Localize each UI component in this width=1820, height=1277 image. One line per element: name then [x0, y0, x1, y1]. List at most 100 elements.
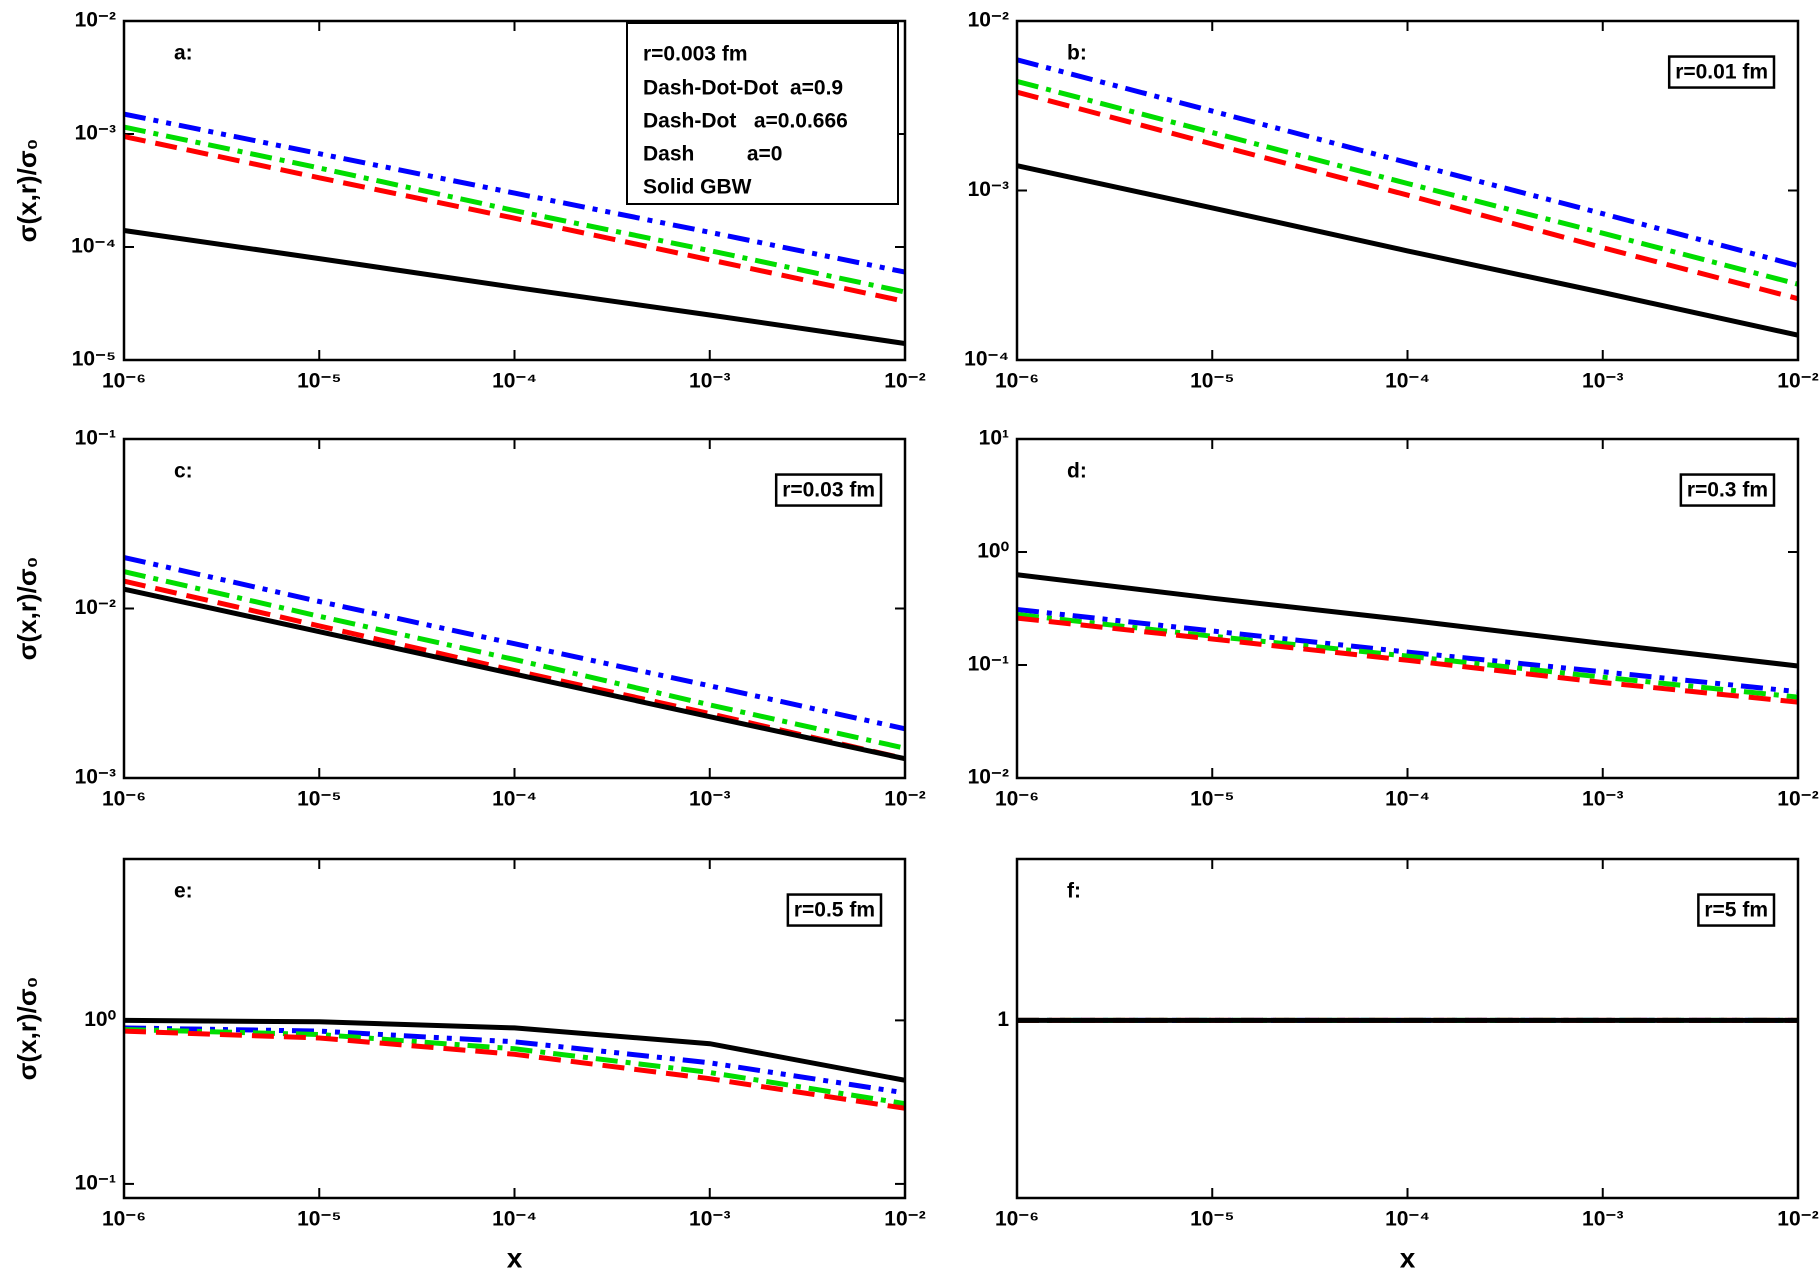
x-tick-label: 10⁻⁶	[102, 788, 146, 811]
y-axis-label: σ(x,r)/σ₀	[12, 557, 42, 661]
series-line	[1017, 89, 1798, 302]
y-axis-label: σ(x,r)/σ₀	[12, 139, 42, 243]
y-tick-label: 10⁻²	[968, 766, 1009, 789]
y-tick-label: 10⁻³	[968, 178, 1009, 201]
x-tick-label: 10⁻³	[689, 370, 730, 393]
series-line	[124, 1027, 905, 1107]
series-group	[124, 111, 905, 346]
legend-entry: Dash-Dot-Dot a=0.9	[643, 77, 843, 100]
series-group	[124, 1017, 905, 1111]
x-tick-label: 10⁻³	[1582, 788, 1623, 811]
series-line	[1017, 78, 1798, 287]
panel-title: b:	[1067, 42, 1087, 65]
series-line	[1017, 615, 1798, 705]
annotation: r=0.5 fm	[794, 899, 875, 922]
x-tick-label: 10⁻⁵	[1190, 788, 1234, 811]
y-tick-label: 10⁻¹	[75, 1171, 116, 1194]
x-tick-label: 10⁻⁶	[102, 1208, 146, 1231]
annotation-box	[1667, 55, 1776, 89]
series-group	[1017, 57, 1798, 338]
annotation-box	[786, 893, 883, 927]
y-tick-label: 10¹	[979, 427, 1009, 450]
x-tick-label: 10⁻⁶	[995, 370, 1039, 393]
series-line	[124, 586, 905, 762]
legend-box	[626, 22, 899, 205]
series-group	[124, 555, 905, 762]
series-line	[1017, 572, 1798, 669]
x-tick-label: 10⁻⁴	[1385, 370, 1430, 393]
series-line	[124, 1017, 905, 1083]
y-tick-label: 10⁻⁵	[72, 348, 116, 371]
series-line	[124, 1025, 905, 1096]
y-tick-label: 10⁻²	[75, 9, 116, 32]
series-line	[124, 124, 905, 295]
legend-entry: Dash a=0	[643, 143, 782, 166]
y-tick-label: 10⁻⁴	[71, 235, 116, 258]
y-tick-label: 10⁻³	[75, 122, 116, 145]
series-line	[1017, 612, 1798, 700]
annotation: r=0.01 fm	[1675, 61, 1768, 84]
annotation: r=5 fm	[1704, 899, 1768, 922]
x-tick-label: 10⁻⁵	[1190, 370, 1234, 393]
x-tick-label: 10⁻⁵	[1190, 1208, 1234, 1231]
plot-frame	[122, 437, 907, 780]
panel-title: d:	[1067, 460, 1087, 483]
series-line	[1017, 163, 1798, 338]
x-tick-label: 10⁻⁴	[1385, 1208, 1430, 1231]
y-tick-label: 10⁰	[977, 540, 1009, 563]
x-tick-label: 10⁻³	[689, 1208, 730, 1231]
y-tick-label: 10⁻³	[75, 766, 116, 789]
x-tick-label: 10⁻⁶	[102, 370, 146, 393]
series-line	[124, 134, 905, 304]
annotation-box	[1679, 473, 1776, 507]
y-axis-label: σ(x,r)/σ₀	[12, 977, 42, 1081]
panel-title: e:	[174, 880, 193, 903]
x-tick-label: 10⁻⁴	[492, 788, 537, 811]
x-tick-label: 10⁻³	[1582, 1208, 1623, 1231]
x-tick-label: 10⁻²	[1777, 788, 1818, 811]
x-tick-label: 10⁻²	[1777, 1208, 1818, 1231]
plot-frame	[1015, 19, 1800, 362]
plot-frame	[1015, 857, 1800, 1200]
x-tick-label: 10⁻⁶	[995, 1208, 1039, 1231]
panel-title: f:	[1067, 880, 1081, 903]
x-tick-label: 10⁻⁵	[297, 370, 341, 393]
annotation: r=0.3 fm	[1687, 479, 1768, 502]
y-tick-label: 10⁰	[84, 1008, 116, 1031]
series-group	[1017, 572, 1798, 705]
series-line	[124, 555, 905, 732]
y-tick-label: 10⁻²	[968, 9, 1009, 32]
x-tick-label: 10⁻²	[884, 788, 925, 811]
series-line	[1017, 607, 1798, 695]
x-tick-label: 10⁻³	[1582, 370, 1623, 393]
y-tick-label: 10⁻⁴	[964, 348, 1009, 371]
series-line	[1017, 57, 1798, 269]
x-axis-label: x	[1400, 1242, 1416, 1273]
annotation: r=0.003 fm	[643, 43, 748, 66]
x-axis-label: x	[507, 1242, 523, 1273]
x-tick-label: 10⁻²	[1777, 370, 1818, 393]
y-tick-label: 10⁻¹	[968, 653, 1009, 676]
legend-entry: Solid GBW	[643, 176, 752, 199]
x-tick-label: 10⁻⁴	[492, 1208, 537, 1231]
series-line	[124, 111, 905, 275]
x-tick-label: 10⁻⁵	[297, 788, 341, 811]
legend-entry: Dash-Dot a=0.0.666	[643, 110, 848, 133]
x-tick-label: 10⁻³	[689, 788, 730, 811]
series-line	[124, 228, 905, 346]
plot-frame	[122, 19, 907, 362]
annotation-box	[1697, 893, 1776, 927]
x-tick-label: 10⁻⁶	[995, 788, 1039, 811]
y-tick-label: 10⁻¹	[75, 427, 116, 450]
panel-title: a:	[174, 42, 193, 65]
x-tick-label: 10⁻⁵	[297, 1208, 341, 1231]
series-line	[124, 1028, 905, 1111]
x-tick-label: 10⁻²	[884, 1208, 925, 1231]
panel-title: c:	[174, 460, 193, 483]
x-tick-label: 10⁻²	[884, 370, 925, 393]
x-tick-label: 10⁻⁴	[492, 370, 537, 393]
plot-frame	[1015, 437, 1800, 780]
x-tick-label: 10⁻⁴	[1385, 788, 1430, 811]
series-line	[124, 569, 905, 751]
